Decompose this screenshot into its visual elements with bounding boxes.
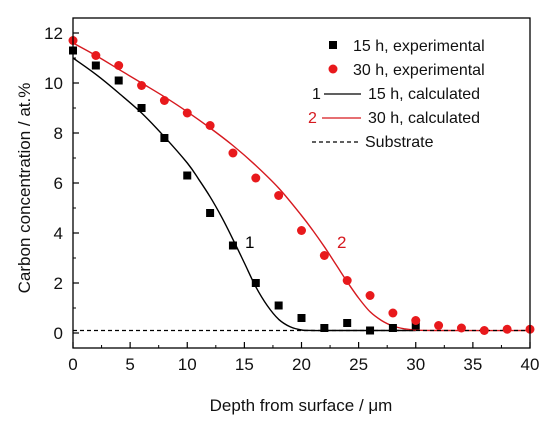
data-point-30h-experimental — [388, 308, 398, 318]
data-point-30h-experimental — [274, 191, 284, 200]
axis-ticks — [72, 32, 531, 348]
y-tick-label: 10 — [44, 74, 63, 93]
curve-label-2: 2 — [337, 233, 346, 252]
data-point-30h-experimental — [456, 323, 466, 333]
y-tick-label: 8 — [54, 124, 63, 143]
legend-entry-30h-experimental: 30 h, experimental — [328, 62, 485, 79]
data-point-30h-experimental — [411, 316, 421, 325]
data-point-15h-experimental — [114, 76, 123, 85]
legend-circle-marker — [328, 64, 338, 74]
legend-label: 15 h, experimental — [353, 38, 485, 55]
data-point-30h-experimental — [182, 108, 192, 118]
y-tick-label: 6 — [54, 174, 63, 193]
data-point-15h-experimental — [297, 314, 306, 322]
curve-label-1: 1 — [245, 233, 254, 252]
x-tick-label: 35 — [463, 355, 482, 374]
legend-entry-15h-calculated: 1 15 h, calculated — [312, 86, 480, 103]
legend-label: Substrate — [365, 134, 434, 151]
legend-curve-number: 2 — [308, 110, 317, 127]
data-point-15h-experimental — [137, 104, 146, 112]
calculated-curve-2 — [72, 42, 531, 332]
y-tick-label: 2 — [54, 274, 63, 293]
data-point-30h-experimental — [319, 251, 329, 260]
data-point-15h-experimental — [366, 326, 375, 335]
data-point-15h-experimental — [206, 209, 215, 217]
data-point-30h-experimental — [434, 321, 444, 330]
data-point-30h-experimental — [228, 148, 238, 158]
data-point-30h-experimental — [137, 81, 147, 90]
x-tick-label: 40 — [521, 355, 540, 374]
data-point-15h-experimental — [160, 134, 169, 142]
x-axis-title: Depth from surface / μm — [210, 396, 393, 415]
x-tick-label: 15 — [235, 355, 254, 374]
data-point-30h-experimental — [205, 121, 215, 130]
legend-curve-number: 1 — [312, 86, 321, 103]
data-point-30h-experimental — [91, 51, 101, 60]
x-tick-label: 0 — [68, 355, 77, 374]
data-point-15h-experimental — [343, 319, 352, 327]
data-point-15h-experimental — [183, 171, 192, 180]
y-tick-label: 0 — [54, 324, 63, 343]
x-tick-label: 5 — [125, 355, 134, 374]
y-axis-title: Carbon concentration / at.% — [15, 83, 34, 294]
y-tick-label: 12 — [44, 24, 63, 43]
data-point-30h-experimental — [365, 291, 375, 300]
data-point-30h-experimental — [114, 61, 124, 70]
plot-area-frame — [72, 17, 531, 349]
legend-label: 15 h, calculated — [368, 86, 480, 103]
data-point-15h-experimental — [251, 279, 260, 287]
legend-entry-substrate: Substrate — [312, 134, 434, 151]
data-point-15h-experimental — [320, 324, 329, 332]
x-tick-label: 20 — [292, 355, 311, 374]
data-point-15h-experimental — [411, 321, 420, 330]
data-point-15h-experimental — [91, 61, 100, 70]
data-point-15h-experimental — [274, 301, 283, 310]
data-point-30h-experimental — [297, 226, 306, 235]
data-point-30h-experimental — [479, 326, 489, 335]
data-point-30h-experimental — [251, 173, 261, 183]
legend-square-marker — [329, 41, 337, 49]
data-point-30h-experimental — [342, 276, 352, 285]
data-point-15h-experimental — [228, 241, 237, 250]
series-layer — [68, 36, 535, 335]
data-point-15h-experimental — [388, 324, 397, 332]
calculated-curve-1 — [72, 57, 416, 332]
legend-entry-15h-experimental: 15 h, experimental — [329, 38, 485, 55]
data-point-30h-experimental — [502, 324, 512, 334]
data-point-30h-experimental — [159, 96, 169, 105]
x-tick-label: 10 — [178, 355, 197, 374]
legend-label: 30 h, experimental — [353, 62, 485, 79]
y-tick-label: 4 — [54, 224, 63, 243]
legend-label: 30 h, calculated — [368, 110, 480, 127]
x-tick-label: 25 — [349, 355, 368, 374]
legend: 15 h, experimental 30 h, experimental 1 … — [308, 38, 485, 151]
legend-entry-30h-calculated: 2 30 h, calculated — [308, 110, 480, 127]
x-tick-label: 30 — [406, 355, 425, 374]
